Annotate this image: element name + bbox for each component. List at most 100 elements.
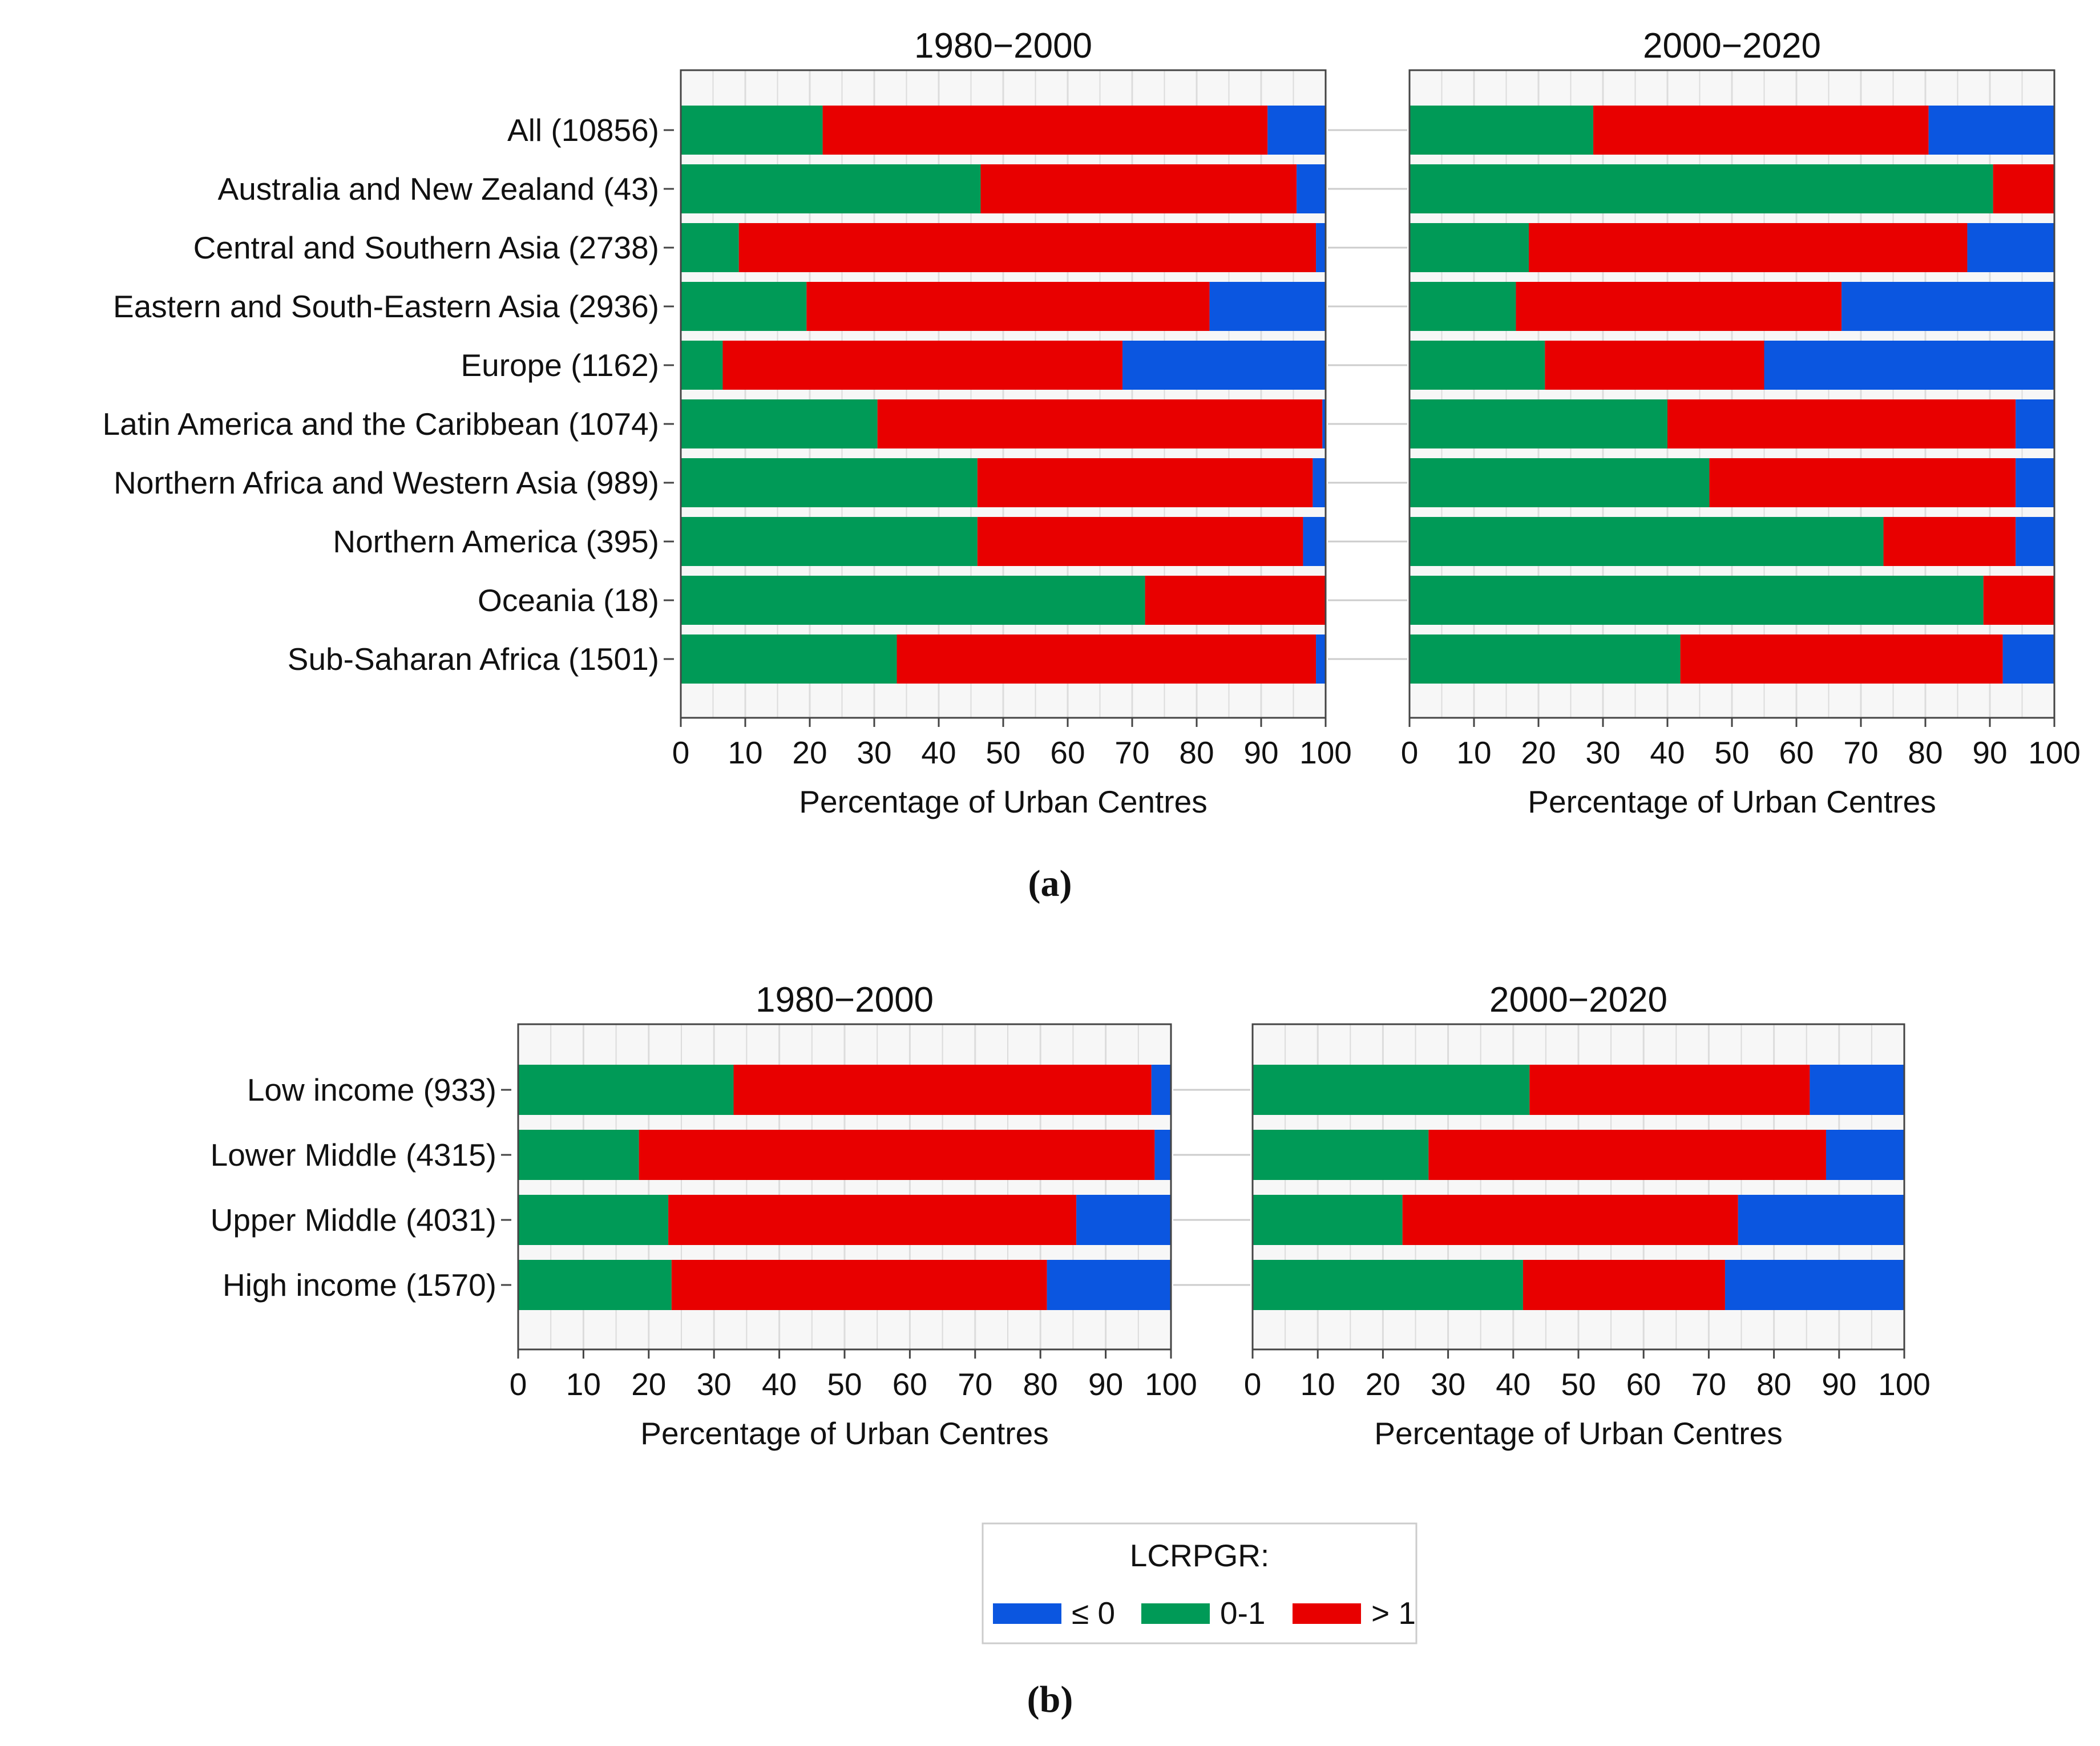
bar-segment xyxy=(1529,223,1968,272)
bar-segment xyxy=(1738,1195,1904,1245)
bar-segment xyxy=(681,634,897,684)
x-tick-label: 20 xyxy=(631,1367,666,1402)
x-tick-label: 90 xyxy=(1972,735,2007,770)
bar-segment xyxy=(1667,399,2016,448)
x-tick-label: 90 xyxy=(1088,1367,1123,1402)
category-label: Central and Southern Asia (2738) xyxy=(193,230,659,265)
bar-segment xyxy=(1410,634,1681,684)
bar-segment xyxy=(1410,576,1984,625)
x-tick-label: 50 xyxy=(1714,735,1749,770)
bar-segment xyxy=(1410,106,1594,155)
bar-segment xyxy=(1410,164,1993,213)
x-tick-label: 100 xyxy=(1299,735,1352,770)
bar-segment xyxy=(1928,106,2054,155)
bar-segment xyxy=(980,164,1297,213)
x-tick-label: 70 xyxy=(1843,735,1878,770)
x-axis-label: Percentage of Urban Centres xyxy=(1374,1416,1782,1451)
x-tick-label: 60 xyxy=(1050,735,1085,770)
x-tick-label: 80 xyxy=(1756,1367,1791,1402)
legend-label-nonpositive: ≤ 0 xyxy=(1072,1595,1115,1631)
x-tick-label: 80 xyxy=(1179,735,1214,770)
x-tick-label: 0 xyxy=(672,735,690,770)
category-label: Upper Middle (4031) xyxy=(211,1202,496,1238)
x-tick-label: 10 xyxy=(728,735,762,770)
chart-title: 2000−2020 xyxy=(1643,26,1821,66)
bar-segment xyxy=(1047,1260,1171,1310)
bar-segment xyxy=(1410,458,1710,507)
bar-segment xyxy=(1529,1065,1810,1115)
bar-segment xyxy=(896,634,1316,684)
legend-swatch-zero-one xyxy=(1141,1603,1210,1624)
category-label: Oceania (18) xyxy=(478,583,659,618)
bar-segment xyxy=(1680,634,2003,684)
x-tick-label: 10 xyxy=(1456,735,1491,770)
bar-segment xyxy=(1253,1195,1403,1245)
x-tick-label: 100 xyxy=(1878,1367,1931,1402)
bar-segment xyxy=(518,1130,639,1180)
x-tick-label: 0 xyxy=(510,1367,527,1402)
panel-label-a: (a) xyxy=(1028,863,1072,904)
bar-segment xyxy=(681,576,1145,625)
bar-segment xyxy=(681,399,878,448)
x-tick-label: 90 xyxy=(1243,735,1278,770)
x-tick-label: 30 xyxy=(1431,1367,1465,1402)
chart-b-left: 1980−2000 Low income (933) Lower Middle (4… xyxy=(211,980,1197,1451)
bar-segment xyxy=(1516,282,1842,331)
legend-swatch-nonpositive xyxy=(993,1603,1061,1624)
legend: LCRPGR: ≤ 0 0-1 > 1 xyxy=(982,1522,1418,1644)
bar-segment xyxy=(518,1260,672,1310)
category-label: High income (1570) xyxy=(223,1267,496,1303)
x-tick-label: 100 xyxy=(1145,1367,1197,1402)
bar-segment xyxy=(2016,517,2054,566)
category-label: Eastern and South-Eastern Asia (2936) xyxy=(113,289,659,324)
x-axis-label: Percentage of Urban Centres xyxy=(1528,784,1936,819)
chart-a-left: 1980−2000 All (10856) Australia and New Ze… xyxy=(103,26,1352,819)
bar-segment xyxy=(1810,1065,1904,1115)
category-label: Low income (933) xyxy=(247,1072,496,1108)
bar-segment xyxy=(722,341,1123,390)
bar-segment xyxy=(1428,1130,1826,1180)
bar-segment xyxy=(1312,458,1326,507)
bar-segment xyxy=(681,282,807,331)
bar-segment xyxy=(806,282,1210,331)
x-tick-label: 80 xyxy=(1908,735,1942,770)
category-label: Sub-Saharan Africa (1501) xyxy=(288,641,659,677)
bar-segment xyxy=(1303,517,1326,566)
bar-segment xyxy=(1709,458,2016,507)
x-tick-label: 60 xyxy=(1779,735,1814,770)
x-tick-label: 50 xyxy=(827,1367,862,1402)
bar-segment xyxy=(1826,1130,1904,1180)
x-tick-label: 60 xyxy=(1626,1367,1661,1402)
bar-segment xyxy=(1725,1260,1904,1310)
category-label: Europe (1162) xyxy=(461,347,659,383)
bar-segment xyxy=(681,223,739,272)
x-tick-label: 30 xyxy=(857,735,891,770)
category-label: Lower Middle (4315) xyxy=(211,1137,496,1173)
x-axis-label: Percentage of Urban Centres xyxy=(799,784,1207,819)
x-tick-label: 30 xyxy=(1585,735,1620,770)
category-label: Northern Africa and Western Asia (989) xyxy=(114,465,659,500)
bar-segment xyxy=(1253,1065,1530,1115)
bar-segment xyxy=(1253,1130,1429,1180)
bar-segment xyxy=(1841,282,2054,331)
bar-segment xyxy=(1209,282,1326,331)
chart-b-right: 2000−2020 0 10 20 30 40 50 60 70 80 90 100 Percentag… xyxy=(1244,980,1931,1451)
x-tick-label: 70 xyxy=(1691,1367,1726,1402)
bar-segment xyxy=(668,1195,1077,1245)
x-tick-label: 20 xyxy=(1521,735,1556,770)
bar-segment xyxy=(1145,576,1326,625)
x-tick-label: 70 xyxy=(1114,735,1149,770)
x-tick-label: 10 xyxy=(566,1367,601,1402)
bar-segment xyxy=(877,399,1323,448)
bar-segment xyxy=(681,341,723,390)
x-tick-label: 60 xyxy=(892,1367,927,1402)
x-tick-label: 10 xyxy=(1301,1367,1335,1402)
legend-swatch-above-one xyxy=(1293,1603,1361,1624)
x-tick-label: 40 xyxy=(1650,735,1685,770)
bar-segment xyxy=(639,1130,1155,1180)
bar-segment xyxy=(681,458,978,507)
bar-segment xyxy=(1316,634,1326,684)
bar-segment xyxy=(671,1260,1047,1310)
bar-segment xyxy=(681,164,981,213)
chart-a-right: 2000−2020 0 10 20 30 40 50 60 70 80 90 100 Percentag… xyxy=(1401,26,2081,819)
